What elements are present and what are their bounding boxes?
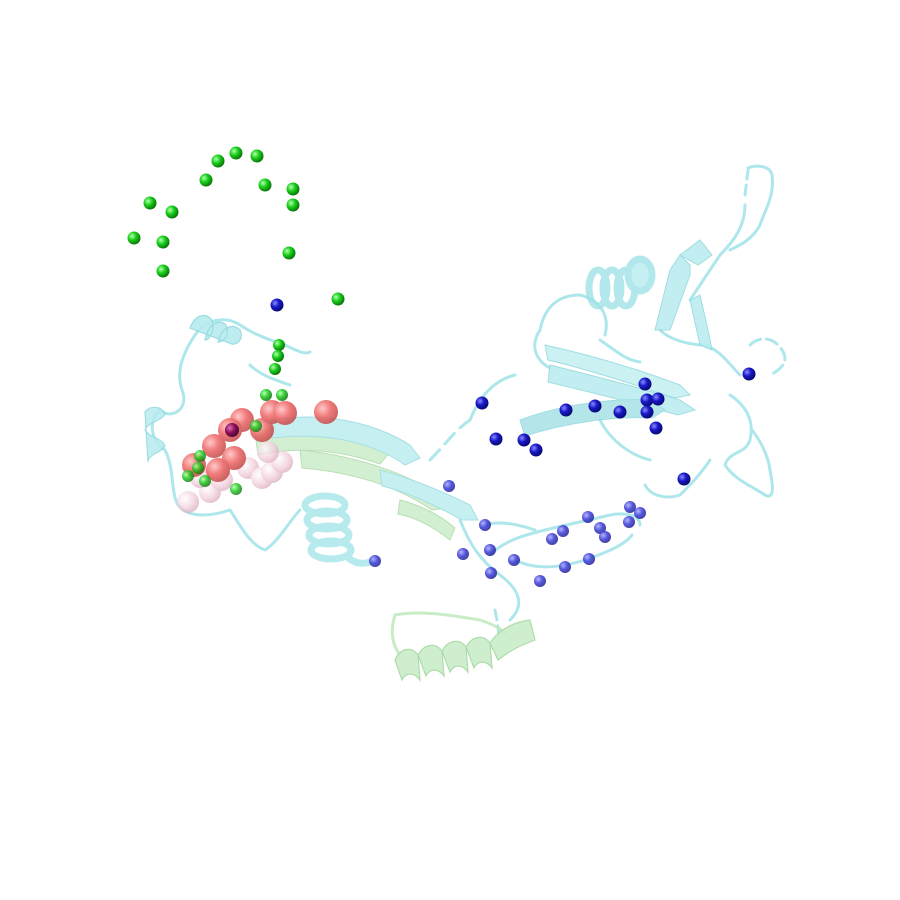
sphere-blue xyxy=(270,298,284,312)
sphere-green xyxy=(194,450,206,462)
sphere-green xyxy=(286,198,300,212)
sphere-red xyxy=(314,400,338,424)
sphere-blue xyxy=(479,519,491,531)
sphere-blue xyxy=(640,405,654,419)
sphere-blue xyxy=(651,392,665,406)
sphere-blue xyxy=(457,548,469,560)
sphere-red xyxy=(273,401,297,425)
sphere-blue xyxy=(640,393,654,407)
sphere-blue xyxy=(508,554,520,566)
sphere-blue xyxy=(557,525,569,537)
sphere-green xyxy=(192,462,204,474)
sphere-green xyxy=(250,149,264,163)
sphere-blue xyxy=(624,501,636,513)
sphere-green xyxy=(199,475,211,487)
sphere-green xyxy=(199,173,213,187)
helix-left-side xyxy=(144,406,166,463)
sphere-green xyxy=(272,350,284,362)
sphere-pink xyxy=(177,491,199,513)
sphere-blue xyxy=(588,399,602,413)
sphere-blue xyxy=(529,443,543,457)
blue-sphere-set xyxy=(270,298,756,587)
sphere-green xyxy=(230,483,242,495)
sphere-blue xyxy=(517,433,531,447)
sphere-green xyxy=(127,231,141,245)
cartoon-right-domain xyxy=(533,164,787,499)
sphere-blue xyxy=(559,403,573,417)
sphere-blue xyxy=(443,480,455,492)
sphere-blue xyxy=(582,511,594,523)
sphere-green xyxy=(286,182,300,196)
sphere-green xyxy=(156,235,170,249)
sphere-blue xyxy=(489,432,503,446)
sphere-blue xyxy=(623,516,635,528)
sphere-blue xyxy=(599,531,611,543)
sphere-green xyxy=(156,264,170,278)
sphere-blue xyxy=(677,472,691,486)
sphere-blue xyxy=(613,405,627,419)
sphere-red xyxy=(206,458,230,482)
beta-sheet-central xyxy=(254,416,479,541)
helix-top-left xyxy=(189,314,242,345)
sphere-green xyxy=(269,363,281,375)
sphere-blue xyxy=(546,533,558,545)
sphere-green xyxy=(276,389,288,401)
sphere-blue xyxy=(649,421,663,435)
sphere-green xyxy=(229,146,243,160)
sphere-green xyxy=(165,205,179,219)
sphere-blue xyxy=(742,367,756,381)
helix-bottom-coil xyxy=(301,492,377,567)
sphere-blue xyxy=(583,553,595,565)
helix-right-top xyxy=(585,255,656,310)
sphere-blue xyxy=(634,507,646,519)
helix-bottom-green xyxy=(394,619,536,683)
sphere-green xyxy=(331,292,345,306)
sphere-blue xyxy=(638,377,652,391)
sphere-green xyxy=(273,339,285,351)
sphere-blue xyxy=(534,575,546,587)
sphere-pink xyxy=(257,441,279,463)
red-sphere-cluster xyxy=(182,400,338,482)
sphere-green xyxy=(260,389,272,401)
sphere-blue xyxy=(485,567,497,579)
sphere-blue xyxy=(369,555,381,567)
sphere-green xyxy=(282,246,296,260)
sphere-blue xyxy=(475,396,489,410)
sphere-blue xyxy=(594,522,606,534)
sphere-green xyxy=(250,420,262,432)
sphere-blue xyxy=(484,544,496,556)
sphere-blue xyxy=(559,561,571,573)
sphere-purple xyxy=(225,423,239,437)
sphere-green xyxy=(143,196,157,210)
sphere-green xyxy=(182,470,194,482)
sphere-red xyxy=(202,434,226,458)
sphere-green xyxy=(258,178,272,192)
green-sphere-set xyxy=(127,146,345,495)
sphere-green xyxy=(211,154,225,168)
